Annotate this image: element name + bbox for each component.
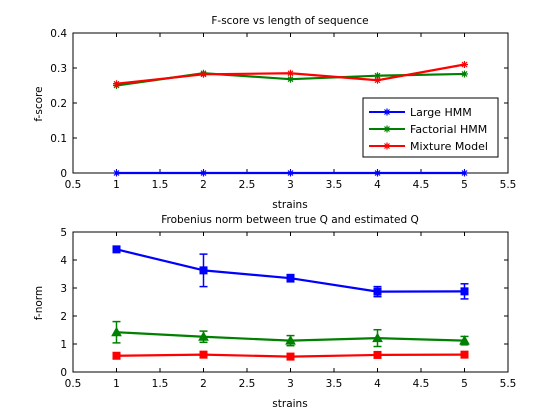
series-2 — [112, 350, 469, 361]
x-tick-label: 5 — [461, 179, 468, 191]
data-point-marker — [374, 169, 381, 177]
legend: Large HMM Factorial HMM Mixture Model — [362, 97, 499, 158]
y-tick-label: 2 — [60, 311, 67, 323]
data-point-marker — [373, 350, 382, 359]
data-point-marker — [113, 80, 120, 88]
legend-item-large-hmm: Large HMM — [369, 106, 472, 119]
x-tick-label: 2.5 — [239, 378, 256, 390]
x-tick-label: 4 — [374, 378, 381, 390]
tick-labels: 0.5 1 1.5 2 2.5 3 3.5 4 4.5 5 5.5 0 0.1 0.2 0.3 0.4 — [50, 28, 516, 191]
x-tick-label: 3 — [287, 179, 294, 191]
chart-title: Frobenius norm between true Q and estima… — [161, 214, 419, 226]
y-tick-label: 3 — [60, 283, 67, 295]
x-axis-label: strains — [272, 398, 307, 410]
legend-label: Large HMM — [410, 106, 472, 119]
x-tick-label: 3.5 — [326, 378, 343, 390]
data-point-marker — [374, 72, 381, 80]
data-point-marker — [383, 142, 391, 150]
data-point-marker — [200, 70, 207, 78]
x-tick-label: 1.5 — [152, 179, 169, 191]
series-0 — [112, 245, 469, 300]
fnorm-chart: Frobenius norm between true Q and estima… — [33, 214, 516, 410]
plot-area — [72, 231, 509, 373]
series-1 — [111, 320, 470, 348]
data-point-marker — [461, 61, 468, 68]
legend-label: Mixture Model — [410, 140, 488, 153]
data-point-marker — [287, 169, 294, 177]
x-tick-label: 1 — [113, 179, 120, 191]
data-point-marker — [373, 287, 382, 296]
tick-labels: 0.5 1 1.5 2 2.5 3 3.5 4 4.5 5 5.5 0 1 2 3 4 5 — [60, 227, 516, 390]
data-point-marker — [287, 75, 294, 83]
x-tick-label: 3.5 — [326, 179, 343, 191]
data-point-marker — [459, 335, 470, 345]
x-tick-label: 5.5 — [500, 378, 517, 390]
y-tick-label: 0.4 — [50, 28, 67, 40]
x-tick-label: 1.5 — [152, 378, 169, 390]
data-point-marker — [112, 351, 121, 360]
data-point-marker — [461, 70, 468, 78]
legend-marker — [383, 125, 391, 133]
chart-title: F-score vs length of sequence — [211, 15, 368, 27]
y-tick-label: 1 — [60, 339, 67, 351]
data-point-marker — [460, 287, 469, 296]
data-point-marker — [112, 245, 121, 254]
legend-marker — [383, 142, 391, 150]
data-point-marker — [374, 76, 381, 84]
data-point-marker — [286, 274, 295, 283]
y-tick-label: 0 — [60, 168, 67, 180]
data-point-marker — [461, 169, 468, 177]
x-tick-label: 5.5 — [500, 179, 517, 191]
data-point-marker — [113, 169, 120, 177]
legend-label: Factorial HMM — [410, 123, 487, 136]
data-point-marker — [199, 266, 208, 275]
data-point-marker — [383, 108, 391, 116]
series-2 — [113, 61, 468, 88]
fscore-chart: F-score vs length of sequence strains f-… — [33, 15, 516, 211]
series-0 — [113, 169, 468, 177]
y-tick-label: 4 — [60, 255, 67, 267]
x-tick-label: 2.5 — [239, 179, 256, 191]
y-axis-label: f-norm — [33, 286, 45, 320]
y-tick-label: 0.2 — [50, 98, 67, 110]
data-point-marker — [111, 326, 122, 337]
x-tick-label: 0.5 — [65, 179, 82, 191]
data-point-marker — [199, 350, 208, 359]
data-point-marker — [200, 169, 207, 177]
y-tick-label: 0.3 — [50, 63, 67, 75]
data-point-marker — [286, 352, 295, 361]
data-point-marker — [372, 332, 383, 343]
x-tick-label: 4.5 — [413, 179, 430, 191]
x-tick-label: 5 — [461, 378, 468, 390]
x-tick-label: 1 — [113, 378, 120, 390]
axes-box — [72, 231, 509, 373]
x-tick-label: 3 — [287, 378, 294, 390]
x-tick-label: 2 — [200, 179, 207, 191]
y-tick-label: 0 — [60, 367, 67, 379]
data-point-marker — [383, 125, 391, 133]
x-tick-label: 2 — [200, 378, 207, 390]
data-point-marker — [460, 350, 469, 359]
data-point-marker — [287, 69, 294, 77]
y-axis-label: f-score — [33, 86, 45, 121]
legend-item-factorial-hmm: Factorial HMM — [369, 123, 487, 136]
legend-item-mixture-model: Mixture Model — [369, 140, 488, 153]
data-point-marker — [285, 335, 296, 345]
x-tick-label: 0.5 — [65, 378, 82, 390]
y-tick-label: 0.1 — [50, 133, 67, 145]
x-tick-label: 4 — [374, 179, 381, 191]
x-tick-label: 4.5 — [413, 378, 430, 390]
y-tick-label: 5 — [60, 227, 67, 239]
data-point-marker — [198, 331, 209, 341]
legend-marker — [383, 108, 391, 116]
x-axis-label: strains — [272, 199, 307, 211]
